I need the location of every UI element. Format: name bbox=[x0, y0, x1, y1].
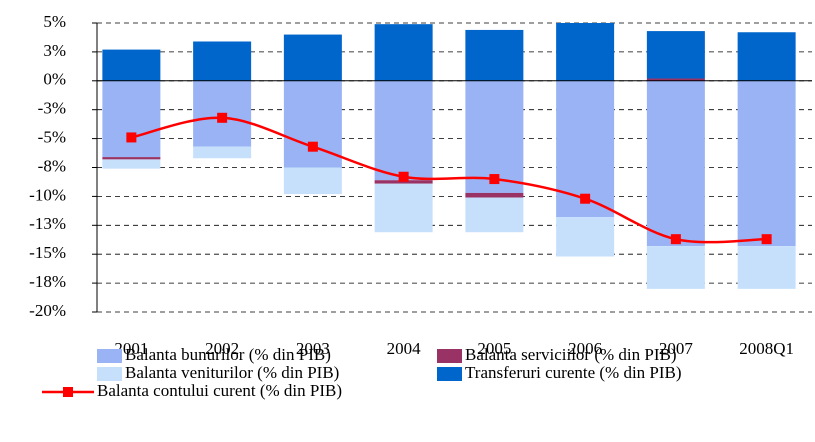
legend-swatch bbox=[97, 367, 122, 381]
bar-segment bbox=[737, 246, 796, 289]
y-tick-label: 0% bbox=[43, 70, 66, 89]
y-tick-label: -13% bbox=[29, 214, 66, 233]
legend-label: Balanta bunurilor (% din PIB) bbox=[125, 345, 331, 364]
bar-segment bbox=[737, 80, 796, 247]
bar-segment bbox=[465, 29, 524, 81]
bar-segment bbox=[283, 167, 342, 195]
line-marker bbox=[761, 234, 772, 245]
bar-segment bbox=[193, 41, 252, 81]
legend-swatch bbox=[97, 349, 122, 363]
legend-swatch bbox=[437, 367, 462, 381]
x-tick-label: 2004 bbox=[387, 339, 422, 358]
legend-label: Balanta serviciilor (% din PIB) bbox=[465, 345, 677, 364]
x-tick-label: 2003 bbox=[296, 339, 330, 358]
bar-segment bbox=[102, 49, 161, 81]
bar-segment bbox=[374, 180, 433, 184]
y-tick-label: 5% bbox=[43, 12, 66, 31]
legend-swatch bbox=[437, 349, 462, 363]
bar-segment bbox=[646, 246, 705, 289]
bar-segment bbox=[556, 23, 615, 81]
x-tick-label: 2007 bbox=[659, 339, 694, 358]
y-tick-label: -18% bbox=[29, 272, 66, 291]
bar-segment bbox=[646, 31, 705, 79]
bar-segment bbox=[193, 146, 252, 159]
line-marker bbox=[126, 132, 137, 143]
bar-segment bbox=[465, 192, 524, 198]
x-tick-label: 2005 bbox=[477, 339, 511, 358]
y-tick-label: -5% bbox=[38, 128, 66, 147]
legend-marker bbox=[63, 387, 73, 397]
y-tick-label: -3% bbox=[38, 99, 66, 118]
bar-segment bbox=[374, 80, 433, 181]
line-marker bbox=[580, 193, 591, 204]
x-tick-label: 2002 bbox=[205, 339, 239, 358]
bar-segment bbox=[102, 157, 161, 160]
bar-segment bbox=[283, 34, 342, 81]
bar-segment bbox=[465, 197, 524, 233]
bar-segment bbox=[646, 80, 705, 247]
y-tick-label: -10% bbox=[29, 185, 66, 204]
line-marker bbox=[670, 234, 681, 245]
bar-segment bbox=[102, 80, 161, 158]
y-tick-label: 3% bbox=[43, 41, 66, 60]
x-tick-label: 2001 bbox=[114, 339, 148, 358]
legend-label: Balanta veniturilor (% din PIB) bbox=[125, 363, 339, 382]
x-tick-label: 2008Q1 bbox=[739, 339, 794, 358]
bar-segment bbox=[374, 183, 433, 233]
y-tick-label: -15% bbox=[29, 243, 66, 262]
y-tick-label: -20% bbox=[29, 301, 66, 320]
x-tick-label: 2006 bbox=[568, 339, 602, 358]
line-marker bbox=[398, 171, 409, 182]
legend-label: Balanta contului curent (% din PIB) bbox=[97, 381, 342, 400]
bar-segment bbox=[737, 32, 796, 81]
line-marker bbox=[307, 141, 318, 152]
bar-segment bbox=[556, 217, 615, 257]
legend-label: Transferuri curente (% din PIB) bbox=[465, 363, 682, 382]
bar-segment bbox=[102, 159, 161, 169]
y-tick-label: -8% bbox=[38, 156, 66, 175]
line-marker bbox=[489, 174, 500, 185]
line-series bbox=[131, 116, 767, 244]
bar-segment bbox=[374, 24, 433, 81]
line-marker bbox=[217, 112, 228, 123]
bar-segment bbox=[646, 78, 705, 81]
